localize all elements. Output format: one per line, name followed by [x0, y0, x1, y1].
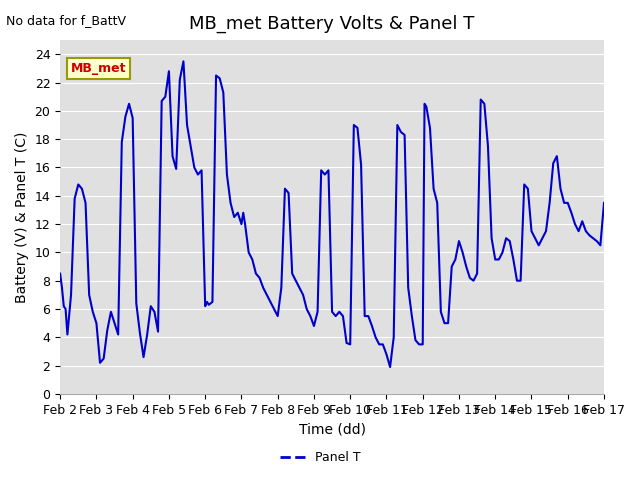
- Title: MB_met Battery Volts & Panel T: MB_met Battery Volts & Panel T: [189, 15, 475, 33]
- X-axis label: Time (dd): Time (dd): [299, 422, 365, 436]
- Legend: Panel T: Panel T: [275, 446, 365, 469]
- Y-axis label: Battery (V) & Panel T (C): Battery (V) & Panel T (C): [15, 132, 29, 303]
- Text: No data for f_BattV: No data for f_BattV: [6, 14, 127, 27]
- Text: MB_met: MB_met: [71, 62, 127, 75]
